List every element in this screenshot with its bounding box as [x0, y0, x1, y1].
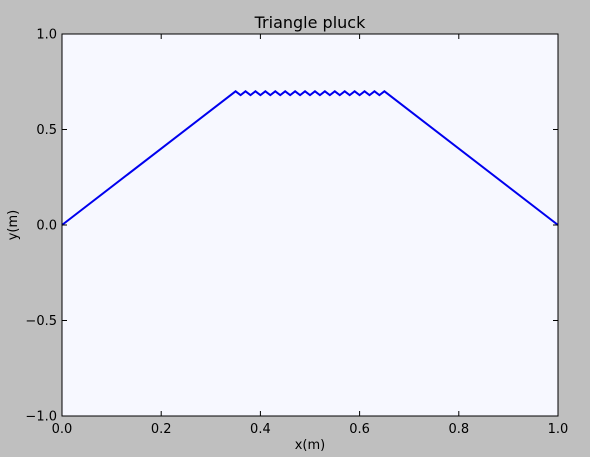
- series-line-0: [61, 90, 559, 226]
- x-tick-label: 0.6: [349, 422, 370, 437]
- y-axis-label: y(m): [6, 210, 21, 241]
- data-layer: [61, 90, 559, 226]
- y-tick-label: 0.5: [36, 123, 57, 138]
- x-axis-label: x(m): [295, 438, 326, 453]
- y-tick-label: −1.0: [25, 410, 57, 425]
- x-tick-label: 0.8: [448, 422, 469, 437]
- x-tick-label: 1.0: [548, 422, 569, 437]
- y-tick-label: 0.0: [36, 219, 57, 234]
- y-tick-label: −0.5: [25, 314, 57, 329]
- plot-frame: [61, 33, 559, 417]
- chart-title: Triangle pluck: [254, 13, 366, 32]
- plot-area: [62, 34, 558, 416]
- x-tick-label: 0.2: [151, 422, 172, 437]
- x-tick-label: 0.4: [250, 422, 271, 437]
- x-tick-label: 0.0: [52, 422, 73, 437]
- y-tick-label: 1.0: [36, 28, 57, 43]
- ticks-layer: 0.0 0.2 0.4 0.6 0.8 1.0 −1.0 −0.5 0.0 0.5 1.0: [25, 28, 568, 438]
